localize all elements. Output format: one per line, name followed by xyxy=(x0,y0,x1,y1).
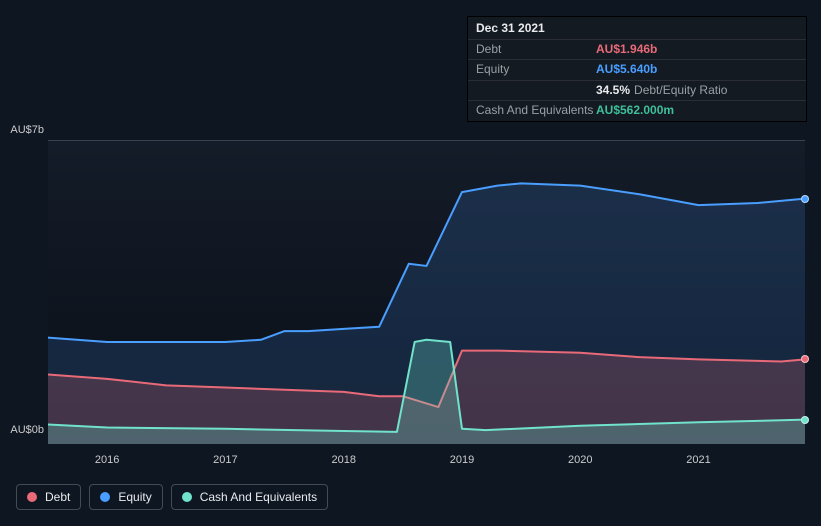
x-axis-tick-label: 2020 xyxy=(568,454,592,466)
x-axis-tick-label: 2018 xyxy=(331,454,355,466)
x-axis: 2016 2017 2018 2019 2020 2021 xyxy=(48,450,805,470)
tooltip-row-value: AU$5.640b xyxy=(596,62,657,78)
x-axis-tick-label: 2019 xyxy=(450,454,474,466)
debt-end-marker xyxy=(801,355,809,363)
legend-item-cash[interactable]: Cash And Equivalents xyxy=(171,484,328,510)
legend: Debt Equity Cash And Equivalents xyxy=(16,484,328,510)
tooltip-row: DebtAU$1.946b xyxy=(468,39,806,60)
tooltip-row-value: 34.5%Debt/Equity Ratio xyxy=(596,83,727,99)
tooltip-row: 34.5%Debt/Equity Ratio xyxy=(468,80,806,101)
x-axis-tick-label: 2016 xyxy=(95,454,119,466)
cash-swatch-icon xyxy=(182,492,192,502)
chart-root: Dec 31 2021 DebtAU$1.946bEquityAU$5.640b… xyxy=(0,0,821,526)
x-axis-tick-label: 2021 xyxy=(686,454,710,466)
legend-item-equity[interactable]: Equity xyxy=(89,484,162,510)
tooltip-row-suffix: Debt/Equity Ratio xyxy=(634,83,727,97)
legend-item-label: Cash And Equivalents xyxy=(200,490,317,504)
legend-item-label: Debt xyxy=(45,490,70,504)
y-axis-bottom-label: AU$0b xyxy=(10,424,44,436)
tooltip-row-value: AU$562.000m xyxy=(596,103,674,119)
tooltip-row-label: Cash And Equivalents xyxy=(476,103,596,119)
tooltip-row-label: Equity xyxy=(476,62,596,78)
tooltip-row: EquityAU$5.640b xyxy=(468,59,806,80)
tooltip-row: Cash And EquivalentsAU$562.000m xyxy=(468,100,806,121)
x-axis-tick-label: 2017 xyxy=(213,454,237,466)
equity-swatch-icon xyxy=(100,492,110,502)
tooltip-row-label xyxy=(476,83,596,99)
tooltip-card: Dec 31 2021 DebtAU$1.946bEquityAU$5.640b… xyxy=(467,16,807,122)
chart-svg xyxy=(48,140,805,444)
legend-item-label: Equity xyxy=(118,490,151,504)
y-axis-top-label: AU$7b xyxy=(10,124,44,136)
chart-plot-area xyxy=(48,140,805,444)
tooltip-row-value: AU$1.946b xyxy=(596,42,657,58)
equity-end-marker xyxy=(801,195,809,203)
cash-end-marker xyxy=(801,416,809,424)
tooltip-row-label: Debt xyxy=(476,42,596,58)
debt-swatch-icon xyxy=(27,492,37,502)
legend-item-debt[interactable]: Debt xyxy=(16,484,81,510)
tooltip-title: Dec 31 2021 xyxy=(468,17,806,39)
